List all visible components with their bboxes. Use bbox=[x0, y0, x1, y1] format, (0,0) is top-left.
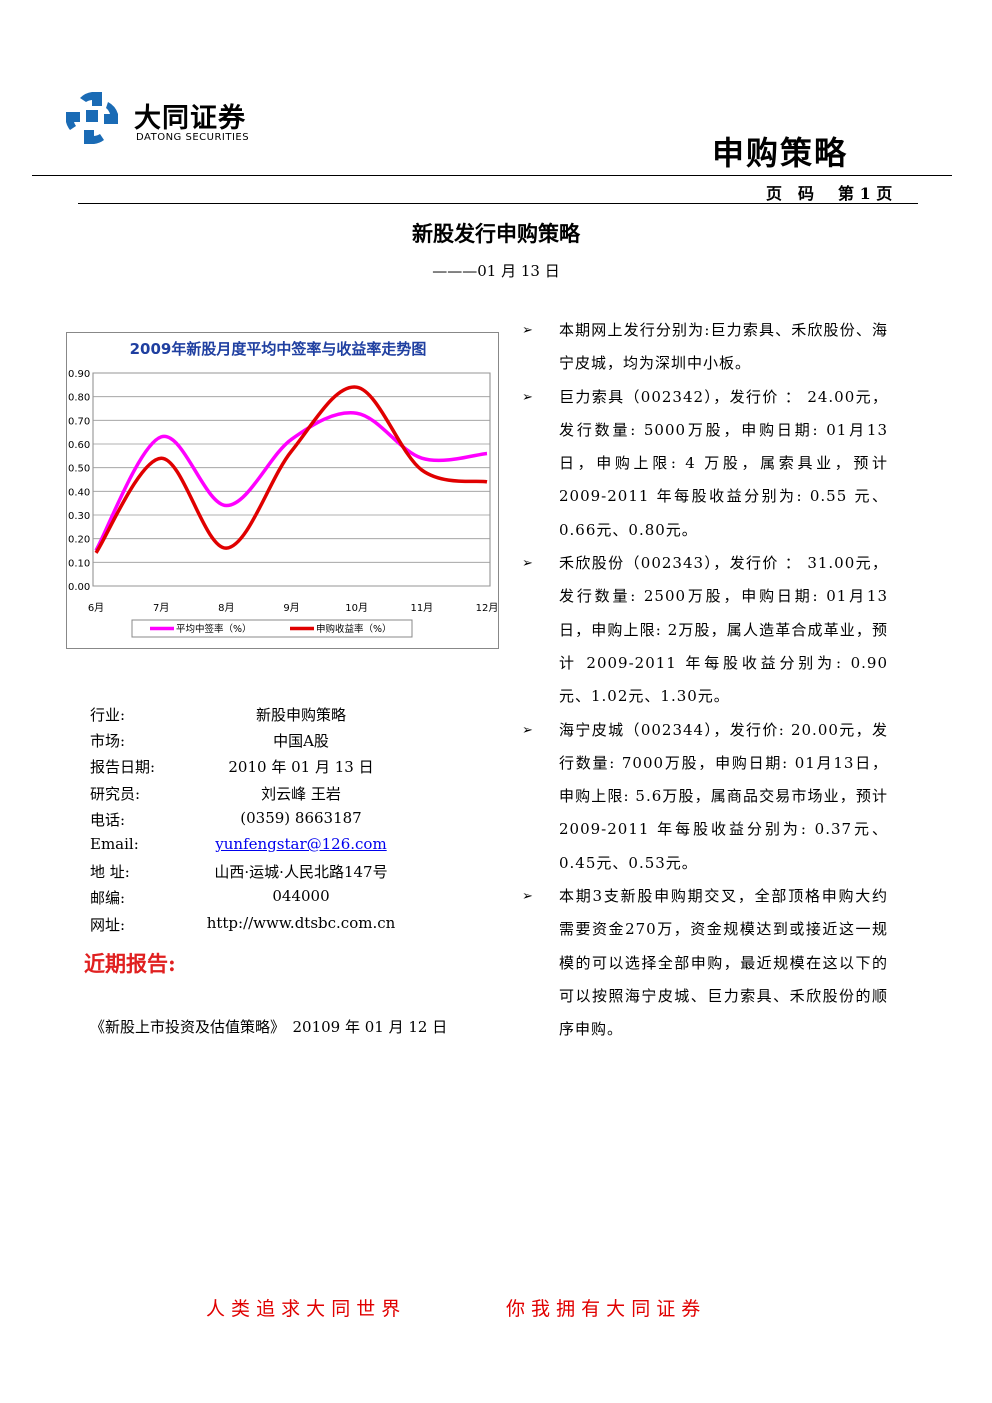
x-tick-label: 12月 bbox=[476, 602, 499, 614]
bullet-marker: ➢ bbox=[522, 889, 534, 905]
info-value: 中国A股 bbox=[273, 732, 329, 751]
x-tick-label: 9月 bbox=[283, 602, 299, 614]
y-tick-label: 0.20 bbox=[68, 535, 90, 546]
recent-heading: 近期报告: bbox=[84, 951, 176, 976]
bullet-text: 巨力索具（002342），发行价 ： 24.00元，发行数量: 5000万股，申… bbox=[559, 387, 888, 539]
info-label: 报告日期: bbox=[90, 758, 156, 777]
logo-mark bbox=[66, 92, 118, 144]
email-link[interactable]: yunfengstar@126.com bbox=[215, 835, 387, 853]
bullet-item: ➢ 巨力索具（002342），发行价 ： 24.00元，发行数量: 5000万股，… bbox=[522, 381, 888, 547]
rule bbox=[32, 175, 952, 176]
bullet-text: 本期网上发行分别为:巨力索具、禾欣股份、海宁皮城，均为深圳中小板。 bbox=[559, 321, 888, 373]
bullet-text: 海宁皮城（002344），发行价: 20.00元，发行数量: 7000万股，申购… bbox=[559, 720, 888, 872]
y-tick-label: 0.50 bbox=[68, 464, 90, 475]
series-line bbox=[94, 411, 488, 552]
bullet-list: ➢ 本期网上发行分别为:巨力索具、禾欣股份、海宁皮城，均为深圳中小板。 ➢ 巨力索具（… bbox=[522, 314, 888, 1047]
info-value: 2010 年 01 月 13 日 bbox=[228, 758, 374, 777]
y-tick-label: 0.10 bbox=[68, 558, 90, 569]
info-value: yunfengstar@126.com bbox=[190, 835, 412, 853]
x-tick-label: 10月 bbox=[345, 602, 368, 614]
legend-label: 平均中签率（%） bbox=[176, 623, 252, 635]
bullet-marker: ➢ bbox=[522, 389, 534, 405]
y-tick-label: 0.30 bbox=[68, 511, 90, 522]
info-value: 新股申购策略 bbox=[255, 706, 346, 724]
logo-subtitle: DATONG SECURITIES bbox=[136, 132, 250, 143]
info-label: 电话: bbox=[90, 810, 126, 829]
series-line bbox=[94, 385, 488, 554]
bullet-text: 本期3支新股申购期交叉，全部顶格申购大约需要资金270万，资金规模达到或接近这一… bbox=[559, 887, 888, 1039]
bullet-marker: ➢ bbox=[522, 556, 534, 572]
bullet-item: ➢ 本期3支新股申购期交叉，全部顶格申购大约需要资金270万，资金规模达到或接近这… bbox=[522, 880, 888, 1046]
footer-slogan: 你 我 拥 有 大 同 证 券 bbox=[506, 1298, 701, 1320]
x-tick-label: 11月 bbox=[410, 602, 433, 614]
footer-slogan: 人 类 追 求 大 同 世 界 bbox=[206, 1298, 401, 1320]
chart-title: 2009年新股月度平均中签率与收益率走势图 bbox=[130, 340, 427, 358]
y-tick-label: 0.80 bbox=[68, 393, 90, 404]
info-label: 研究员: bbox=[90, 784, 141, 803]
recent-item: 《新股上市投资及估值策略》 20109 年 01 月 12 日 bbox=[90, 1018, 448, 1036]
bullet-item: ➢ 禾欣股份（002343），发行价 ： 31.00元，发行数量: 2500万股，… bbox=[522, 547, 888, 713]
plot-area bbox=[92, 372, 491, 587]
doc-title: 新股发行申购策略 bbox=[412, 221, 580, 246]
y-tick-label: 0.60 bbox=[68, 440, 90, 451]
bullet-marker: ➢ bbox=[522, 323, 534, 338]
doc-date: ———01 月 13 日 bbox=[432, 262, 560, 280]
x-tick-label: 8月 bbox=[218, 602, 234, 614]
info-label: 市场: bbox=[90, 732, 126, 751]
page-number: 第 1 页 bbox=[838, 184, 893, 203]
info-label: 邮编: bbox=[90, 889, 126, 908]
bullet-item: ➢ 海宁皮城（002344），发行价: 20.00元，发行数量: 7000万股，申… bbox=[522, 714, 888, 880]
legend-box bbox=[131, 619, 413, 638]
x-tick-label: 6月 bbox=[88, 602, 104, 614]
y-tick-label: 0.70 bbox=[68, 416, 90, 427]
page-label: 页 码 bbox=[766, 184, 815, 203]
info-value: 刘云峰 王岩 bbox=[261, 784, 341, 803]
info-value: http://www.dtsbc.com.cn bbox=[206, 913, 396, 932]
legend-label: 申购收益率（%） bbox=[316, 623, 392, 635]
info-value: 山西·运城·人民北路147号 bbox=[214, 863, 388, 882]
section-title: 申购策略 bbox=[712, 134, 849, 172]
info-label: 地 址: bbox=[90, 863, 130, 882]
bullet-item: ➢ 本期网上发行分别为:巨力索具、禾欣股份、海宁皮城，均为深圳中小板。 bbox=[522, 314, 888, 381]
info-label: 行业: bbox=[90, 706, 126, 724]
info-value: 044000 bbox=[272, 887, 330, 906]
info-label: Email: bbox=[90, 835, 139, 853]
info-label: 网址: bbox=[90, 915, 126, 934]
y-tick-label: 0.40 bbox=[68, 487, 90, 498]
bullet-text: 禾欣股份（002343），发行价 ： 31.00元，发行数量: 2500万股，申… bbox=[559, 554, 888, 706]
bullet-marker: ➢ bbox=[522, 722, 534, 738]
info-value: (0359) 8663187 bbox=[240, 808, 362, 827]
chart: 2009年新股月度平均中签率与收益率走势图 0.00 0.10 0.20 0.30 0.… bbox=[66, 332, 499, 649]
y-tick-label: 0.00 bbox=[68, 582, 90, 593]
y-tick-label: 0.90 bbox=[68, 369, 90, 380]
logo-name: 大同证券 bbox=[134, 103, 246, 134]
rule bbox=[78, 203, 918, 204]
x-tick-label: 7月 bbox=[153, 602, 169, 614]
